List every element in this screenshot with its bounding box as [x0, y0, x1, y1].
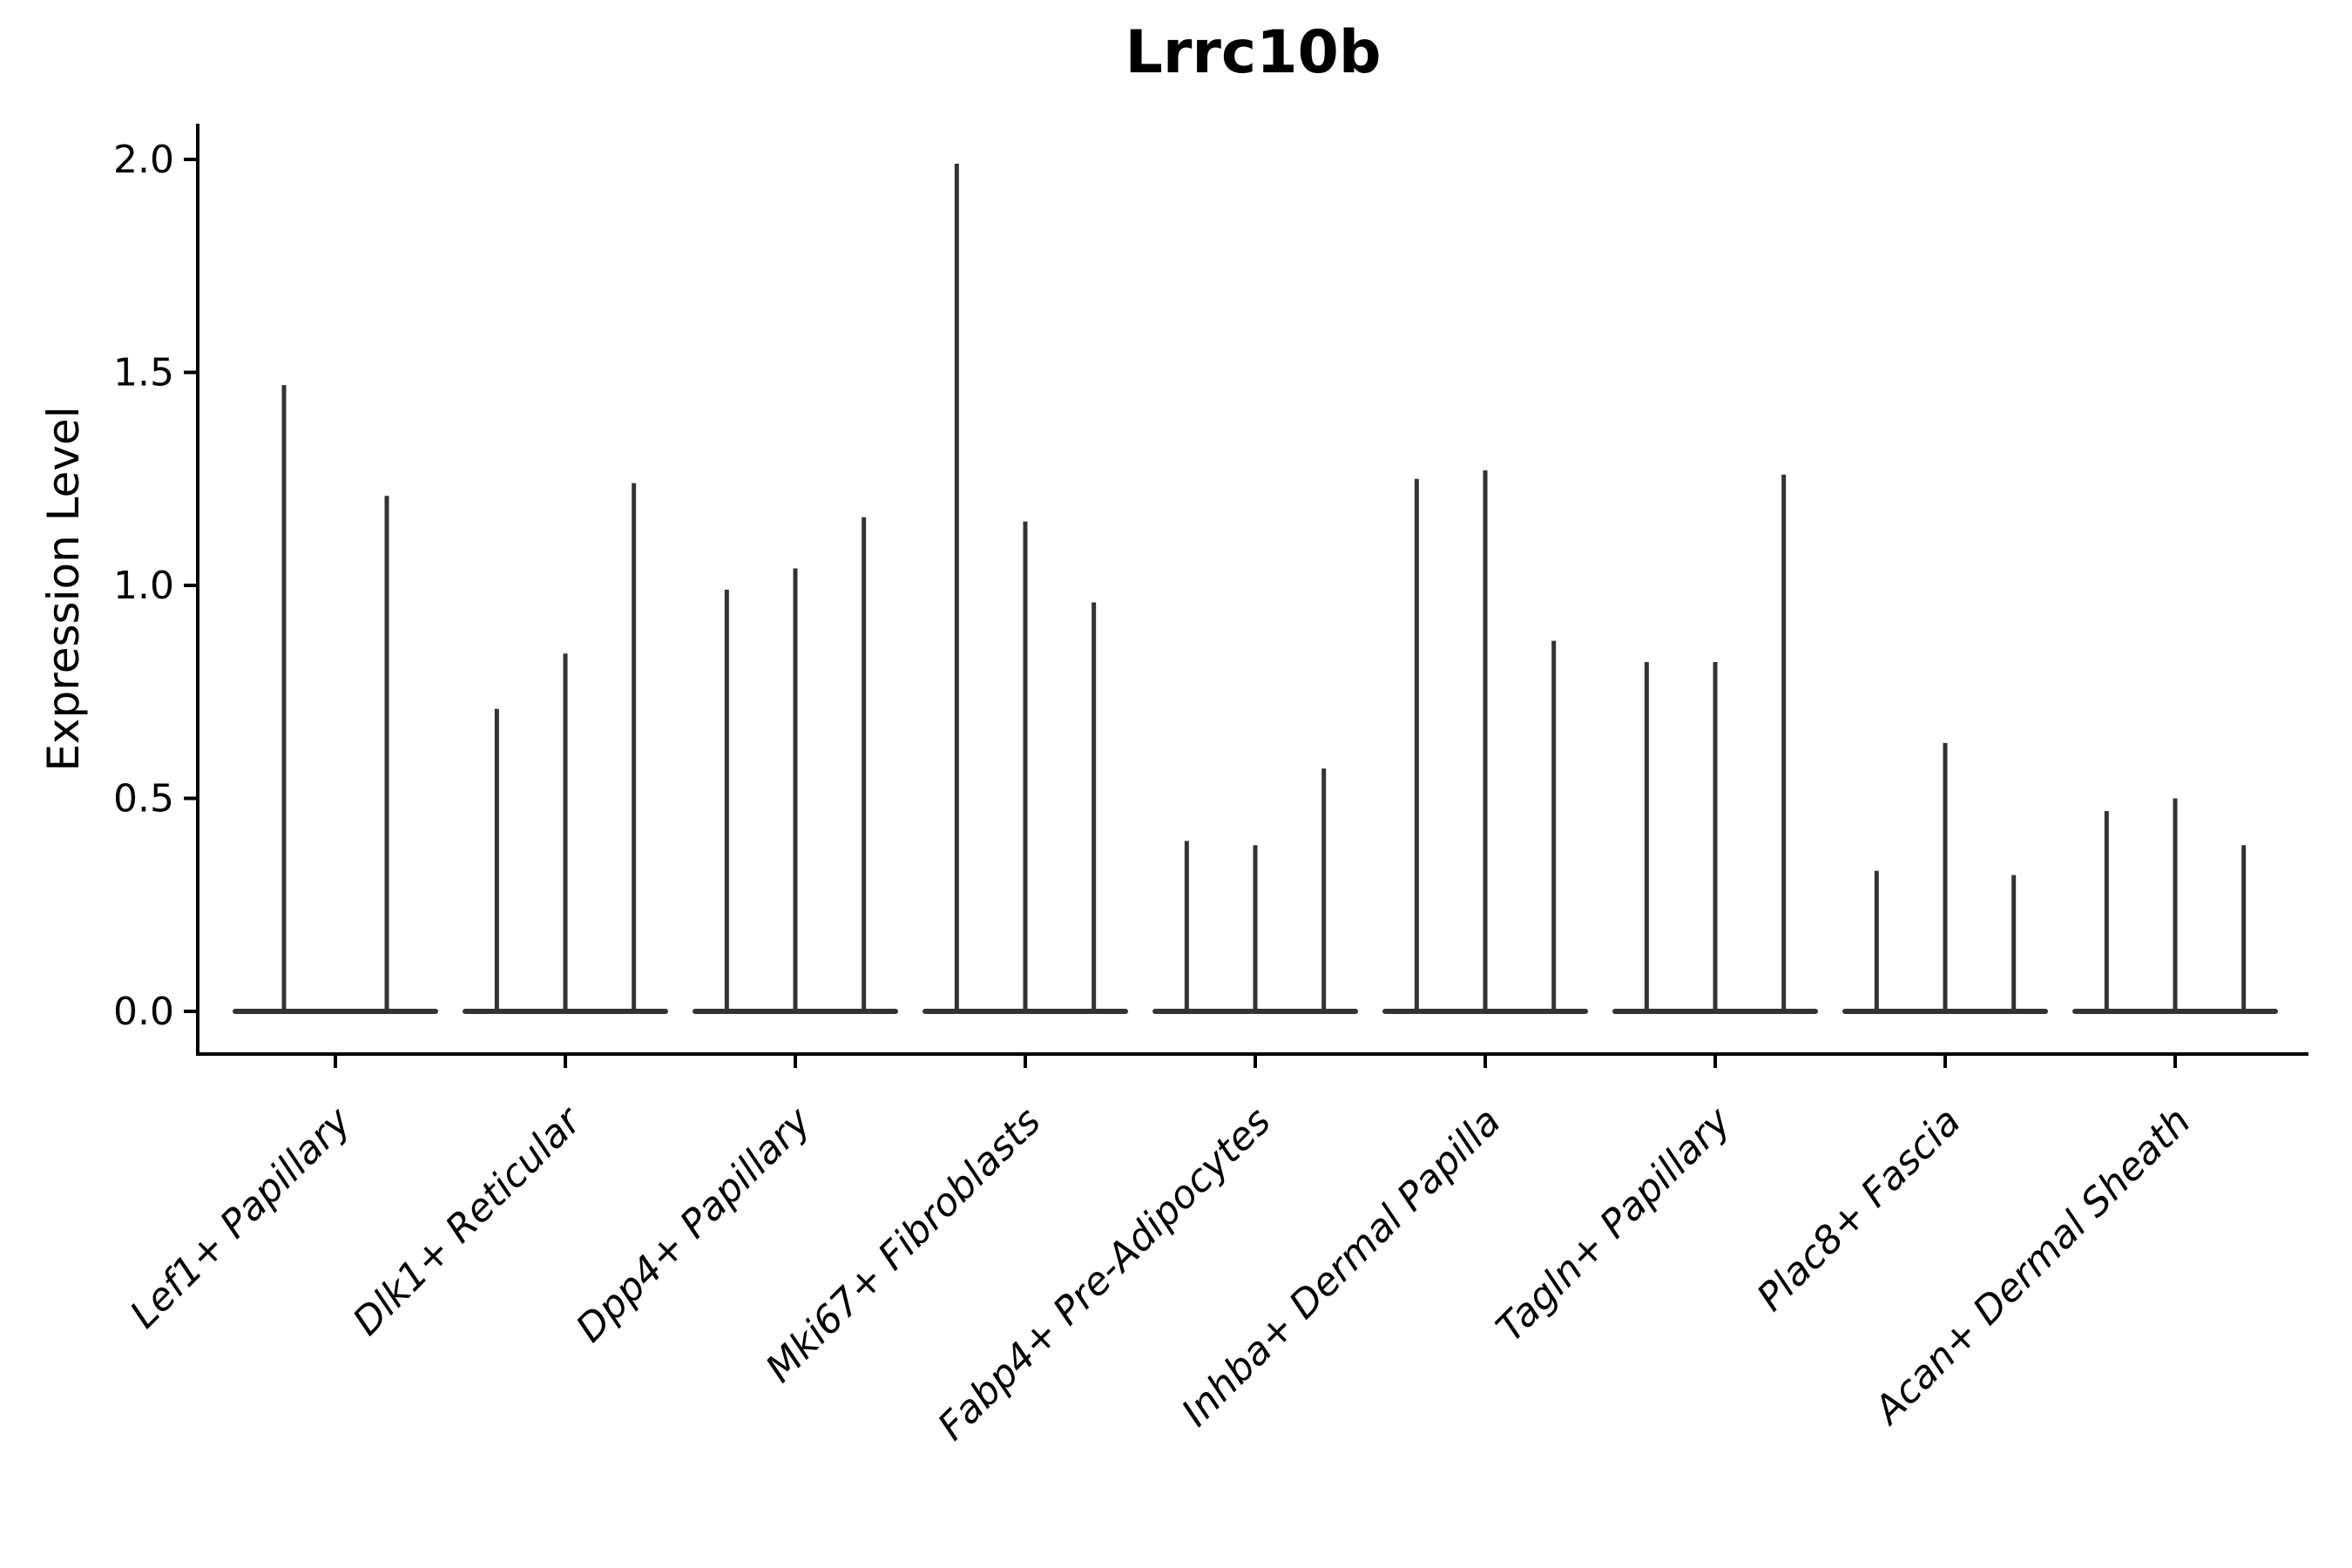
- x-tick-label: Tagln+ Papillary: [1488, 1098, 1740, 1350]
- y-tick-label: 1.0: [113, 564, 174, 608]
- y-tick-label: 1.5: [113, 351, 174, 395]
- x-tick-label: Dlk1+ Reticular: [344, 1098, 591, 1344]
- y-tick-label: 0.0: [113, 990, 174, 1034]
- x-tick-label: Dpp4+ Papillary: [568, 1098, 821, 1351]
- x-tick-label: Lef1+ Papillary: [122, 1098, 361, 1337]
- chart-title: Lrrc10b: [1125, 18, 1382, 87]
- y-tick-label: 2.0: [113, 138, 174, 182]
- x-tick-label: Plac8+ Fascia: [1748, 1099, 1969, 1320]
- y-tick-label: 0.5: [113, 777, 174, 821]
- violin-base: [233, 1009, 438, 1014]
